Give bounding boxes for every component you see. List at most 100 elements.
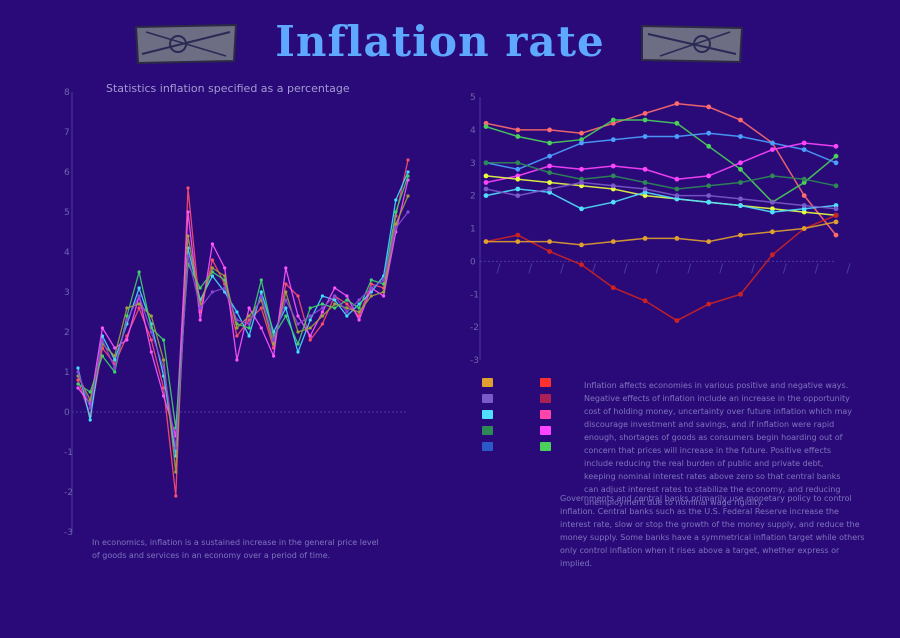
data-point (76, 382, 80, 386)
data-point (320, 294, 324, 298)
data-point (320, 310, 324, 314)
data-point (610, 183, 616, 189)
data-point (610, 117, 616, 123)
data-point (579, 206, 584, 212)
data-point (515, 127, 521, 133)
data-point (259, 294, 263, 298)
data-point (345, 314, 349, 318)
page-title: Inflation rate (275, 17, 605, 66)
data-point (223, 274, 227, 278)
data-point (547, 239, 552, 245)
data-point (706, 183, 712, 189)
data-point (235, 310, 239, 314)
x-tick (846, 263, 851, 274)
data-point (308, 338, 312, 342)
data-point (113, 366, 117, 370)
data-point (833, 206, 839, 212)
data-point (706, 193, 712, 199)
data-point (137, 302, 141, 306)
data-point (149, 314, 153, 318)
data-point (235, 326, 239, 330)
data-point (174, 494, 178, 498)
data-point (235, 358, 239, 362)
data-point (76, 366, 80, 370)
data-point (833, 219, 839, 225)
data-point (186, 210, 190, 214)
data-point (579, 166, 584, 172)
data-point (579, 180, 584, 185)
data-point (198, 306, 202, 310)
data-point (770, 173, 775, 179)
y-tick-label: 4 (470, 126, 476, 136)
data-point (333, 306, 337, 310)
data-point (113, 354, 117, 358)
data-point (674, 176, 680, 182)
data-point (162, 358, 166, 362)
series-line (485, 181, 837, 210)
legend-swatch (540, 410, 551, 419)
data-point (345, 302, 349, 306)
data-point (210, 242, 214, 246)
series-line (485, 102, 837, 236)
data-point (642, 180, 648, 185)
data-point (382, 290, 386, 294)
data-point (137, 306, 141, 310)
data-point (125, 318, 129, 322)
data-point (642, 134, 648, 139)
data-point (198, 286, 202, 290)
data-point (610, 285, 616, 291)
data-point (308, 314, 312, 318)
series-line (77, 175, 409, 429)
y-tick-label: 4 (64, 248, 70, 258)
data-point (833, 203, 839, 208)
data-point (674, 134, 680, 139)
data-point (284, 306, 288, 310)
data-point (579, 183, 584, 189)
data-point (162, 394, 166, 398)
data-point (547, 153, 552, 159)
data-point (88, 406, 92, 410)
data-point (100, 326, 104, 330)
data-point (247, 314, 251, 318)
data-point (547, 127, 552, 133)
data-point (770, 199, 775, 205)
data-point (394, 198, 398, 202)
data-point (515, 193, 521, 199)
data-point (113, 358, 117, 362)
data-point (174, 470, 178, 474)
data-point (801, 140, 807, 146)
data-point (515, 239, 521, 245)
x-tick (814, 263, 819, 274)
data-point (674, 120, 680, 126)
flag-icon (641, 24, 744, 64)
data-point (483, 173, 489, 179)
y-tick-label: 0 (470, 257, 476, 267)
legend-swatch (482, 410, 493, 419)
data-point (406, 158, 410, 162)
data-point (284, 266, 288, 270)
data-point (706, 130, 712, 136)
data-point (642, 111, 648, 116)
data-point (770, 147, 775, 153)
data-point (579, 176, 584, 182)
data-point (259, 306, 263, 310)
data-point (801, 147, 807, 153)
data-point (345, 294, 349, 298)
data-point (357, 310, 361, 314)
data-point (515, 134, 521, 139)
x-tick (719, 263, 724, 274)
y-tick-label: 3 (470, 159, 476, 169)
x-tick (496, 263, 501, 274)
series-line (485, 119, 837, 204)
data-point (235, 334, 239, 338)
data-point (76, 378, 80, 382)
data-point (137, 286, 141, 290)
data-point (210, 266, 214, 270)
data-point (483, 193, 489, 199)
data-point (515, 176, 521, 182)
data-point (394, 226, 398, 230)
data-point (483, 180, 489, 185)
data-point (333, 298, 337, 302)
series-line (485, 175, 837, 217)
data-point (547, 249, 552, 254)
